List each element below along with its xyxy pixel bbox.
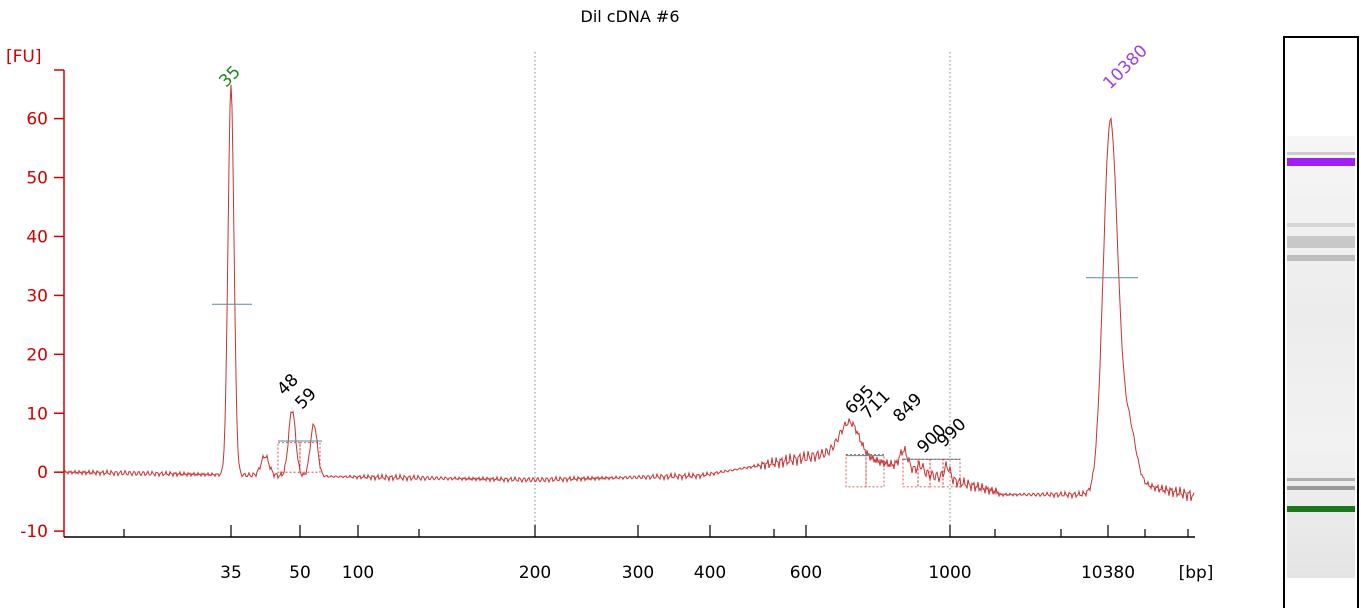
axes: -10 0 10 20 30 40 50 60 [FU] 35 50 100 200 300 400 600 1…	[6, 47, 1213, 583]
gridlines	[534, 52, 951, 537]
y-tick-label: 50	[26, 169, 48, 189]
gel-band-lower-marker	[1287, 506, 1355, 512]
peak-label-10380: 10380	[1099, 41, 1151, 93]
x-tick-label: 200	[519, 563, 551, 583]
peak-label-849: 849	[889, 389, 926, 426]
x-tick-label: 35	[220, 563, 242, 583]
integration-region	[942, 458, 961, 488]
y-tick-label: 0	[37, 463, 48, 483]
peak-label-35: 35	[215, 62, 244, 91]
y-tick-label: 20	[26, 345, 48, 365]
y-tick-label: 60	[26, 110, 48, 130]
gel-band-diffuse	[1287, 255, 1355, 261]
x-tick-label: 300	[622, 563, 654, 583]
gel-band-faint	[1287, 486, 1355, 490]
x-tick-label: 600	[790, 563, 822, 583]
x-tick-label: 10380	[1081, 563, 1135, 583]
x-tick-label: 50	[289, 563, 311, 583]
chart-title: Dil cDNA #6	[581, 7, 680, 26]
gel-lane	[1283, 36, 1359, 608]
integration-region	[917, 458, 931, 488]
gel-band-faint	[1287, 478, 1355, 481]
y-tick-label: 30	[26, 286, 48, 306]
x-tick-label: 100	[342, 563, 374, 583]
gel-band-faint	[1287, 152, 1355, 155]
electropherogram-chart: Dil cDNA #6 -10 0 10 20 30 40 50 60 [FU] 35 50 100 2…	[6, 7, 1213, 583]
gel-smear	[1287, 136, 1355, 578]
trace	[63, 84, 1195, 502]
peak-markers	[212, 277, 1138, 488]
y-axis-label: [FU]	[6, 47, 42, 67]
integration-region	[845, 454, 867, 488]
y-tick-label: -10	[20, 522, 48, 542]
x-tick-label: 400	[694, 563, 726, 583]
gel-band-diffuse	[1287, 236, 1355, 248]
trace-line	[63, 84, 1195, 502]
x-tick-label: 1000	[928, 563, 971, 583]
integration-region	[865, 454, 885, 488]
integration-region	[299, 442, 321, 473]
gel-band-faint	[1287, 223, 1355, 227]
y-tick-label: 10	[26, 404, 48, 424]
gel-band-upper-marker	[1287, 158, 1355, 166]
gel-lane-bottom	[1285, 578, 1357, 608]
y-tick-label: 40	[26, 227, 48, 247]
x-axis-label: [bp]	[1179, 563, 1214, 583]
